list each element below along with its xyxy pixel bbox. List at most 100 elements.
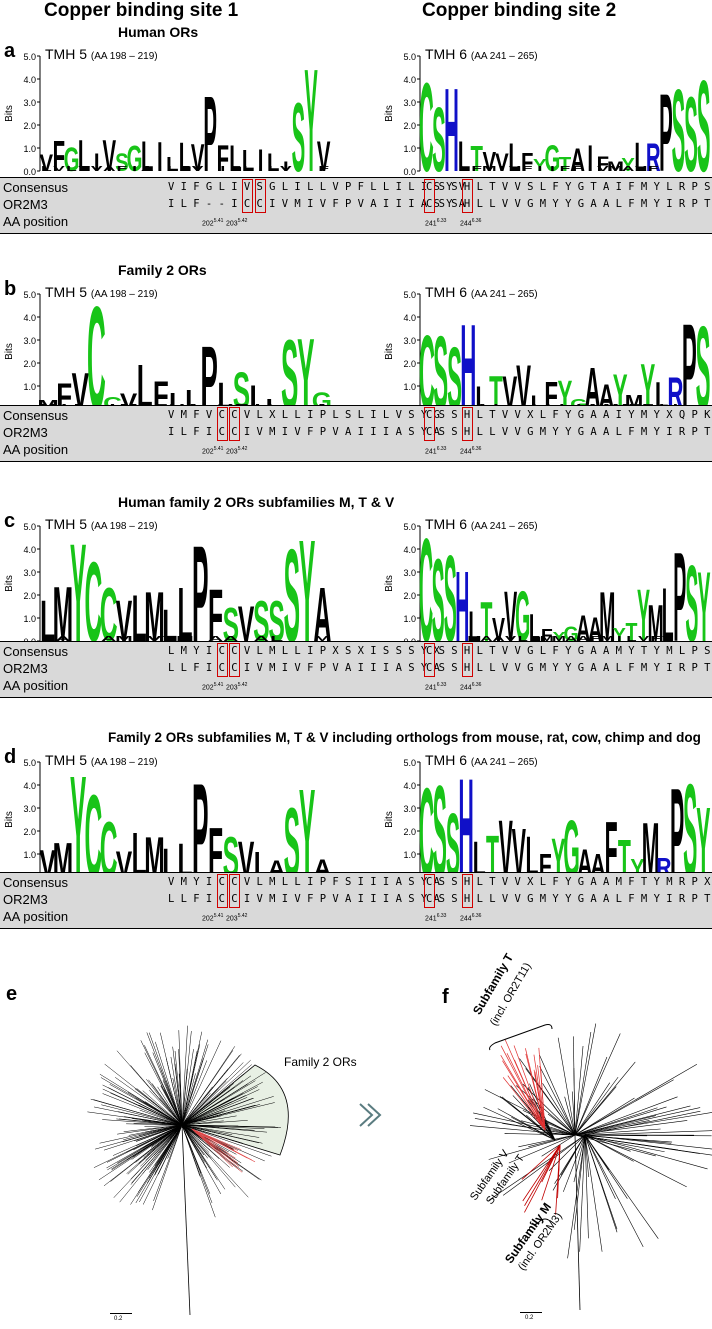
y-tick-label: 3.0 <box>23 568 36 578</box>
tree-branch <box>195 1086 213 1108</box>
tree-branch <box>123 1126 171 1132</box>
tree-branch <box>196 1125 281 1128</box>
tree-branch <box>122 1130 163 1143</box>
tree-branch <box>201 1097 254 1118</box>
tree-branch <box>140 1136 170 1167</box>
tree-branch <box>144 1125 168 1127</box>
tree-branch <box>174 1106 183 1126</box>
logo-letter: A <box>313 572 331 658</box>
logo-letter: P <box>682 299 697 435</box>
tmh-name: TMH 6 <box>425 516 467 532</box>
tree-branch <box>157 1086 178 1118</box>
tree-branch <box>191 1138 226 1190</box>
logo-letter: S <box>672 65 686 196</box>
tree-branch <box>185 1073 196 1110</box>
tree-branch <box>563 1134 586 1192</box>
tree-branch <box>190 1140 208 1169</box>
logo-letter: V <box>492 610 506 648</box>
tree-branch-red <box>507 1075 546 1131</box>
tree-branch <box>197 1097 248 1119</box>
logo-letter: V <box>499 803 513 895</box>
logo-letter: I <box>157 133 163 180</box>
tree-branch-red <box>524 1144 561 1213</box>
tree-branch <box>192 1133 244 1172</box>
tree-branch <box>512 1095 556 1141</box>
logo-letter: I <box>258 143 264 179</box>
logo-letter-small: M <box>482 165 497 173</box>
logo-letter: L <box>508 134 520 179</box>
tree-branch <box>574 1115 657 1136</box>
tree-branch <box>574 1079 674 1136</box>
tree-branch <box>469 1125 576 1136</box>
logo-letter: Y <box>299 511 315 673</box>
tree-branch <box>542 1083 576 1136</box>
y-tick-label: 1.0 <box>403 144 416 154</box>
tmh-range: (AA 198 – 219) <box>90 521 158 532</box>
logo-letter-small: L <box>518 634 528 642</box>
tree-branch <box>584 1134 712 1137</box>
or2m3-seq-tmh5: I L F I C C I V M I V F P V A I I I A S … <box>168 426 440 438</box>
logo-letter: I <box>283 159 289 175</box>
redbox-site1a <box>216 874 228 908</box>
aa-pos-202: 2025.41 <box>202 446 223 455</box>
logo-letter: M <box>647 596 663 653</box>
tree-branch <box>547 1113 576 1136</box>
y-tick-label: 5.0 <box>23 52 36 62</box>
logo-letter-small: F <box>560 165 571 173</box>
tree-branch <box>180 1112 183 1126</box>
logo-letter-small: A <box>480 634 492 642</box>
tmh-name: TMH 6 <box>425 284 467 300</box>
logo-letter-small: V <box>91 165 103 173</box>
tree-branch <box>126 1123 162 1125</box>
logo-letter: A <box>576 609 590 650</box>
logo-letter: M <box>599 577 615 656</box>
aa-pos-241-number: 241 <box>425 220 437 228</box>
logo-letter: C <box>100 572 118 657</box>
logo-letter: S <box>284 523 300 670</box>
tree-branch <box>163 1124 183 1135</box>
logo-letter-small: F <box>651 634 661 642</box>
tree-branch <box>584 1134 708 1170</box>
logo-letter-small: I <box>220 165 225 173</box>
tree-branch <box>142 1134 178 1205</box>
logo-letter: L <box>468 604 480 652</box>
tmh-name: TMH 6 <box>425 46 467 62</box>
logo-letter: A <box>570 141 585 178</box>
tree-branch <box>567 1134 586 1259</box>
row-label: AA position <box>3 442 69 457</box>
alignment-table-c: Consensus OR2M3 AA position L M Y I C C V L… <box>0 641 712 698</box>
logo-letter-small: L <box>66 165 77 173</box>
tree-branch <box>101 1104 165 1121</box>
tree-branch <box>177 1124 183 1133</box>
y-tick-label: 5.0 <box>403 758 416 768</box>
logo-letter: P <box>200 329 217 430</box>
tree-branch <box>119 1118 174 1125</box>
tree-branch-red <box>513 1045 546 1131</box>
tree-branch <box>488 1134 576 1160</box>
tree-branch <box>512 1105 556 1141</box>
tree-branch <box>190 1138 217 1179</box>
logo-letter: C <box>419 315 435 433</box>
tree-branch <box>191 1138 205 1156</box>
sequence-logo-a-tmh6: TMH 6 (AA 241 – 265) 5.0 4.0 3.0 2.0 1.0 0.0 Bi… <box>380 46 712 199</box>
tree-branch <box>169 1108 183 1126</box>
logo-letter: L <box>132 583 147 656</box>
y-axis-title: Bits <box>383 105 395 122</box>
tree-branch <box>584 1134 589 1239</box>
logo-glyphs: CSSHLATIVIVILLFLYLGIAAAAYMMFYFLIRIPS <box>417 293 711 435</box>
logo-letter: S <box>432 90 446 192</box>
consensus-seq-tmh6: C S S H L T V V X L F Y G A A I Y M Y X … <box>426 409 712 421</box>
tree-branch-red <box>191 1128 243 1173</box>
tree-branch <box>185 1050 198 1107</box>
logo-letter: G <box>563 803 580 895</box>
aa-pos-244: 2446.36 <box>460 218 481 227</box>
logo-letter: Y <box>70 516 86 672</box>
tree-branch <box>189 1127 243 1144</box>
tree-branch <box>131 1118 166 1124</box>
tree-branch <box>584 1134 631 1152</box>
tree-branch <box>104 1063 174 1119</box>
logo-glyphs: MVFIVLCCIVMLIFFLVLAPLVSFLILLSYGA <box>37 277 332 441</box>
aa-pos-241-number: 241 <box>425 448 437 456</box>
logo-letter-small: L <box>41 165 52 173</box>
